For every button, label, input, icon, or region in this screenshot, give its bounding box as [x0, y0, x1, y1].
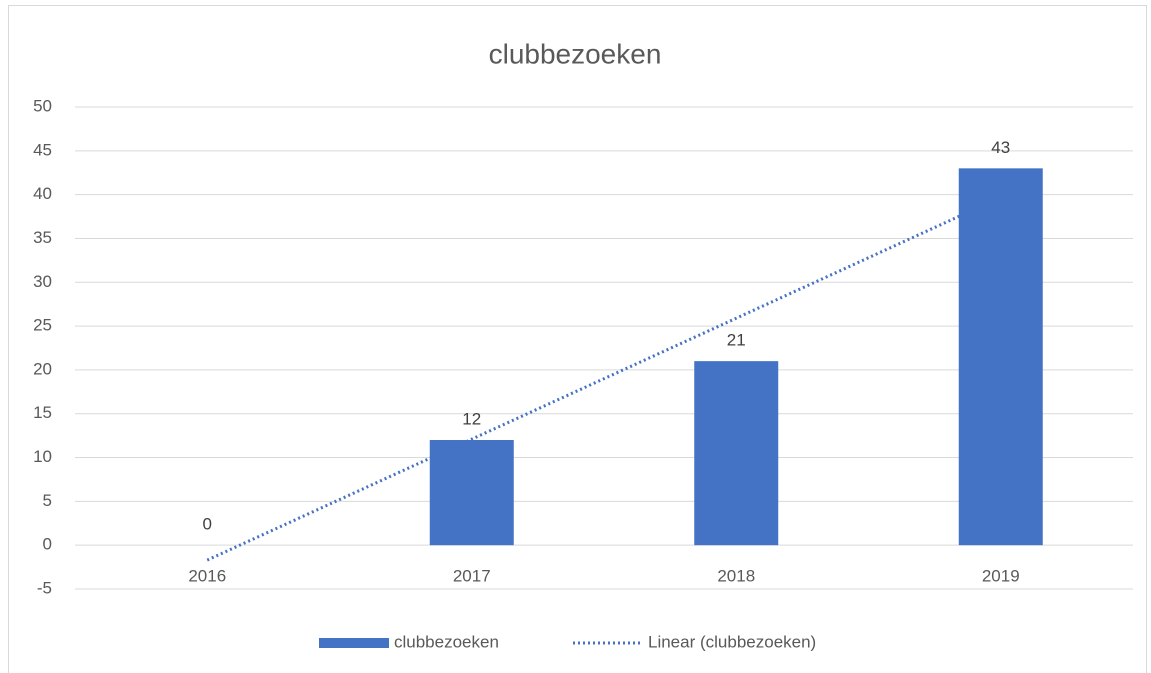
bar [429, 440, 514, 546]
y-tick-label: 20 [33, 359, 52, 378]
y-tick-label: 40 [33, 184, 52, 203]
y-tick-label: 45 [33, 140, 52, 159]
x-tick-label: 2017 [453, 567, 491, 586]
y-tick-label: -5 [37, 578, 52, 597]
data-label: 21 [727, 331, 746, 350]
legend-label: Linear (clubbezoeken) [648, 632, 816, 651]
y-tick-label: 5 [43, 491, 52, 510]
y-tick-label: 50 [33, 96, 52, 115]
y-tick-label: 35 [33, 228, 52, 247]
y-tick-label: 25 [33, 316, 52, 335]
x-tick-label: 2019 [982, 567, 1020, 586]
bar [958, 168, 1043, 546]
data-label: 12 [462, 410, 481, 429]
trendline [206, 195, 1002, 562]
legend-swatch [319, 638, 389, 648]
chart-title: clubbezoeken [489, 38, 662, 69]
y-tick-label: 0 [43, 535, 52, 554]
x-tick-label: 2016 [188, 567, 226, 586]
y-tick-label: 30 [33, 272, 52, 291]
data-label: 0 [203, 515, 212, 534]
bar [694, 361, 779, 546]
y-tick-label: 10 [33, 447, 52, 466]
chart-border [8, 5, 1147, 673]
x-tick-label: 2018 [717, 567, 755, 586]
legend-label: clubbezoeken [394, 632, 499, 651]
data-label: 43 [991, 138, 1010, 157]
y-tick-label: 15 [33, 403, 52, 422]
